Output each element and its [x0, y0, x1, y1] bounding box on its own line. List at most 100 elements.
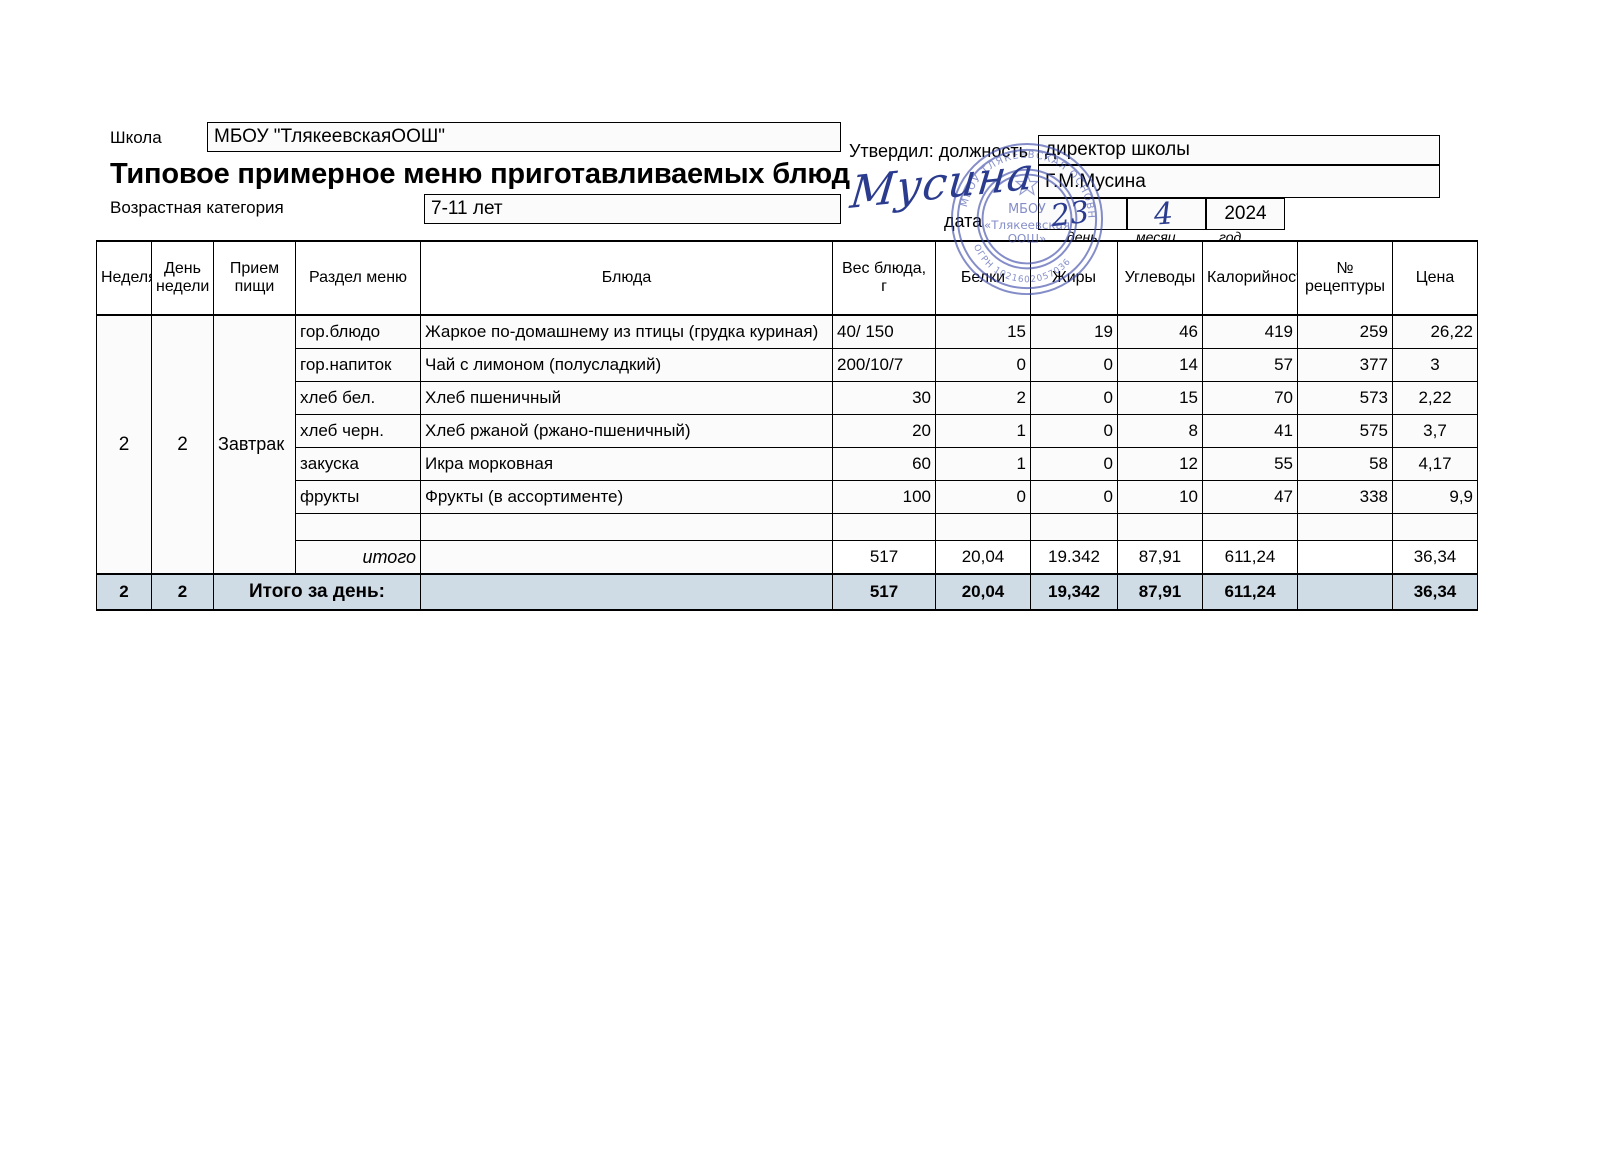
cell-dish: Хлеб ржаной (ржано-пшеничный) [420, 414, 833, 448]
cell-blank [295, 513, 421, 541]
cell-weekday: 2 [151, 314, 214, 575]
cell-blank [1202, 513, 1298, 541]
day-total-weekday: 2 [151, 573, 214, 611]
cell-dish: Икра морковная [420, 447, 833, 481]
approved-by-label: Утвердил: должность [849, 141, 1028, 161]
col-header-meal: Прием пищи [213, 240, 296, 316]
cell-dish: Хлеб пшеничный [420, 381, 833, 415]
cell-dish: Фрукты (в ассортименте) [420, 480, 833, 514]
age-category-field[interactable]: 7-11 лет [424, 194, 841, 224]
table-row: хлеб черн. Хлеб ржаной (ржано-пшеничный)… [97, 414, 1478, 448]
handwritten-day: 23 [1049, 198, 1092, 230]
cell-calories: 70 [1202, 381, 1298, 415]
cell-recipe: 338 [1297, 480, 1393, 514]
subtotal-carbs: 87,91 [1117, 540, 1203, 575]
table-row: 2 2 Завтрак гор.блюдо Жаркое по-домашнем… [96, 314, 1478, 575]
cell-weight: 60 [832, 447, 936, 481]
col-header-protein: Белки [935, 240, 1031, 316]
cell-protein: 1 [935, 447, 1031, 481]
page-title: Типовое примерное меню приготавливаемых … [110, 158, 850, 190]
cell-fat: 19 [1030, 314, 1118, 349]
cell-calories: 57 [1202, 348, 1298, 382]
cell-price: 26,22 [1392, 314, 1478, 349]
menu-table-container: Неделя День недели Прием пищи Раздел мен… [96, 240, 1478, 611]
col-header-section: Раздел меню [295, 240, 421, 316]
date-day-field[interactable]: 23 [1038, 198, 1127, 230]
cell-carbs: 10 [1117, 480, 1203, 514]
cell-calories: 55 [1202, 447, 1298, 481]
subtotal-label: итого [295, 540, 421, 575]
table-day-total-row: 2 2 Итого за день: 517 20,04 19,342 87,9… [96, 573, 1478, 611]
cell-price: 4,17 [1392, 447, 1478, 481]
cell-carbs: 8 [1117, 414, 1203, 448]
cell-blank [1392, 513, 1478, 541]
cell-fat: 0 [1030, 480, 1118, 514]
cell-carbs: 15 [1117, 381, 1203, 415]
day-total-recipe [1297, 573, 1393, 611]
cell-dish: Чай с лимоном (полусладкий) [420, 348, 833, 382]
table-header-row: Неделя День недели Прием пищи Раздел мен… [96, 240, 1478, 316]
cell-blank [1030, 513, 1118, 541]
cell-section: закуска [295, 447, 421, 481]
approver-position-field[interactable]: директор школы [1038, 135, 1440, 165]
cell-protein: 2 [935, 381, 1031, 415]
cell-section: хлеб бел. [295, 381, 421, 415]
day-total-week: 2 [96, 573, 152, 611]
cell-meal: Завтрак [213, 314, 296, 575]
date-year-field[interactable]: 2024 [1206, 198, 1285, 230]
cell-carbs: 12 [1117, 447, 1203, 481]
cell-recipe: 377 [1297, 348, 1393, 382]
subtotal-dish-spacer [420, 540, 833, 575]
cell-protein: 0 [935, 348, 1031, 382]
cell-weight: 100 [832, 480, 936, 514]
document-header: Школа МБОУ "ТлякеевскаяООШ" Типовое прим… [0, 0, 1600, 296]
cell-price: 2,22 [1392, 381, 1478, 415]
handwritten-month: 4 [1152, 198, 1175, 230]
date-month-field[interactable]: 4 [1127, 198, 1206, 230]
day-total-label: Итого за день: [213, 573, 421, 611]
table-row: закуска Икра морковная 60 1 0 12 55 58 4… [97, 447, 1478, 481]
col-header-weekday: День недели [151, 240, 214, 316]
cell-carbs: 14 [1117, 348, 1203, 382]
cell-protein: 15 [935, 314, 1031, 349]
cell-section: гор.напиток [295, 348, 421, 382]
table-subtotal-row: итого 517 20,04 19.342 87,91 611,24 36,3… [97, 540, 1478, 575]
cell-carbs: 46 [1117, 314, 1203, 349]
col-header-dish: Блюда [420, 240, 833, 316]
day-total-dish-spacer [420, 573, 833, 611]
cell-recipe: 575 [1297, 414, 1393, 448]
cell-section: хлеб черн. [295, 414, 421, 448]
cell-weight: 40/ 150 [832, 314, 936, 349]
age-category-label: Возрастная категория [110, 198, 284, 217]
table-row: гор.напиток Чай с лимоном (полусладкий) … [97, 348, 1478, 382]
subtotal-protein: 20,04 [935, 540, 1031, 575]
cell-calories: 47 [1202, 480, 1298, 514]
cell-section: фрукты [295, 480, 421, 514]
col-header-fat: Жиры [1030, 240, 1118, 316]
day-total-price: 36,34 [1392, 573, 1478, 611]
cell-recipe: 58 [1297, 447, 1393, 481]
subtotal-calories: 611,24 [1202, 540, 1298, 575]
table-row: фрукты Фрукты (в ассортименте) 100 0 0 1… [97, 480, 1478, 514]
cell-week: 2 [96, 314, 152, 575]
day-total-weight: 517 [832, 573, 936, 611]
day-total-protein: 20,04 [935, 573, 1031, 611]
cell-weight: 20 [832, 414, 936, 448]
day-total-carbs: 87,91 [1117, 573, 1203, 611]
cell-calories: 419 [1202, 314, 1298, 349]
cell-blank [420, 513, 833, 541]
cell-calories: 41 [1202, 414, 1298, 448]
cell-recipe: 573 [1297, 381, 1393, 415]
cell-blank [832, 513, 936, 541]
cell-price: 3,7 [1392, 414, 1478, 448]
table-blank-row [97, 513, 1478, 541]
cell-protein: 0 [935, 480, 1031, 514]
subtotal-price: 36,34 [1392, 540, 1478, 575]
approver-name-field[interactable]: Г.М.Мусина [1038, 165, 1440, 198]
school-name-field[interactable]: МБОУ "ТлякеевскаяООШ" [207, 122, 841, 152]
col-header-carbs: Углеводы [1117, 240, 1203, 316]
col-header-price: Цена [1392, 240, 1478, 316]
cell-protein: 1 [935, 414, 1031, 448]
day-total-fat: 19,342 [1030, 573, 1118, 611]
cell-blank [1297, 513, 1393, 541]
